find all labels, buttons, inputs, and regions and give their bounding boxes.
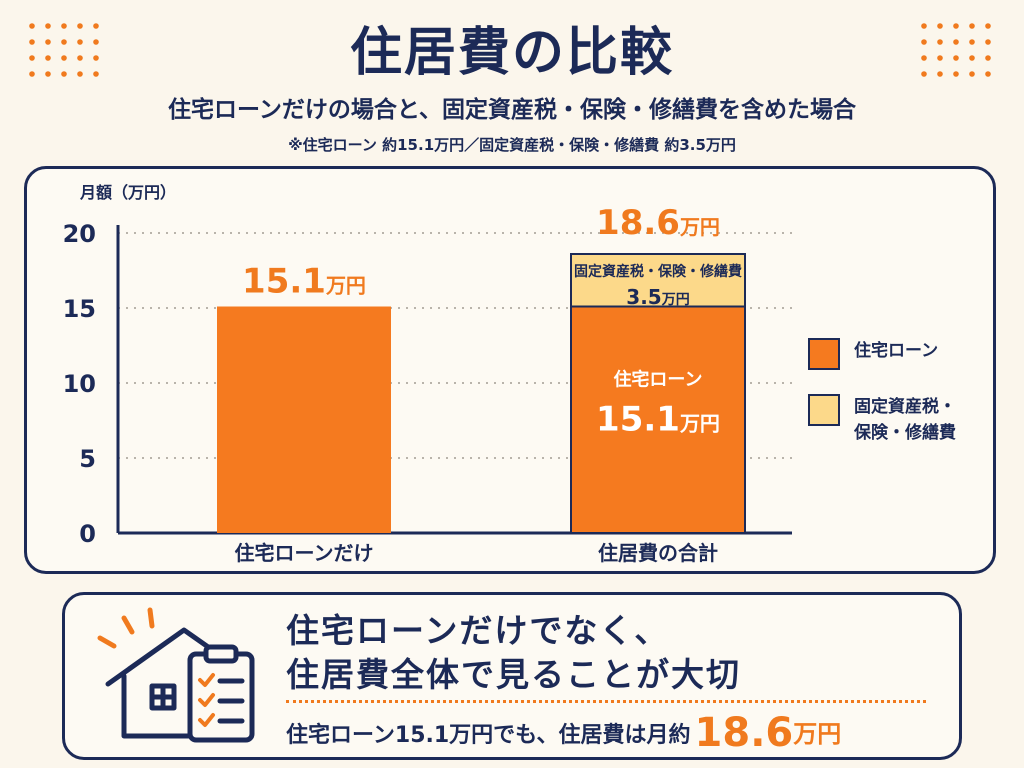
bar-outline: [570, 253, 746, 534]
message-total-value: 18.6: [694, 710, 794, 756]
dot-pattern-right: [921, 23, 991, 77]
message-line-2: 住居費全体で見ることが大切: [286, 655, 741, 694]
x-tick-label: 住居費の合計: [598, 541, 718, 565]
legend-swatch-loan: [808, 338, 840, 370]
dot-pattern-left: [29, 23, 99, 77]
bar-loan: [571, 306, 745, 533]
bar-other-value-label: 3.5万円: [626, 285, 689, 309]
y-tick-label: 10: [63, 370, 96, 398]
message-line-3-prefix: 住宅ローン15.1万円でも、住居費は月約: [286, 723, 691, 748]
page-note: ※住宅ローン 約15.1万円／固定資産税・保険・修繕費 約3.5万円: [288, 136, 736, 154]
page-title: 住居費の比較: [349, 23, 674, 83]
y-axis-label: 月額（万円）: [79, 183, 176, 202]
checklist-icon: [187, 644, 255, 743]
message-divider: [286, 700, 926, 703]
message-total-unit: 万円: [793, 720, 842, 748]
x-tick-label: 住宅ローンだけ: [235, 541, 374, 565]
legend-swatch-other: [808, 394, 840, 426]
bar-loan-name-label: 住宅ローン: [613, 369, 702, 391]
legend-item-other: 固定資産税・ 保険・修繕費: [808, 394, 984, 446]
bar-other: [570, 253, 746, 308]
bar-total-label: 18.6万円: [596, 203, 720, 243]
legend-item-loan: 住宅ローン: [808, 338, 984, 370]
y-tick-label: 5: [79, 445, 96, 473]
bar-loan: [217, 306, 391, 533]
y-tick-label: 20: [63, 220, 96, 248]
y-tick-label: 0: [79, 520, 96, 548]
message-line-1: 住宅ローンだけでなく、: [286, 611, 670, 650]
bar-loan-value-label: 15.1万円: [596, 400, 720, 440]
legend-label-other: 固定資産税・ 保険・修繕費: [854, 397, 956, 443]
bar-other-name-label: 固定資産税・保険・修繕費: [574, 263, 742, 280]
y-tick-label: 15: [63, 295, 96, 323]
page-subtitle: 住宅ローンだけの場合と、固定資産税・保険・修繕費を含めた場合: [168, 97, 856, 123]
legend-label-loan: 住宅ローン: [854, 341, 939, 361]
bar-total-label: 15.1万円: [242, 262, 366, 302]
message-line-3: 住宅ローン15.1万円でも、住居費は月約 18.6万円: [286, 710, 986, 756]
